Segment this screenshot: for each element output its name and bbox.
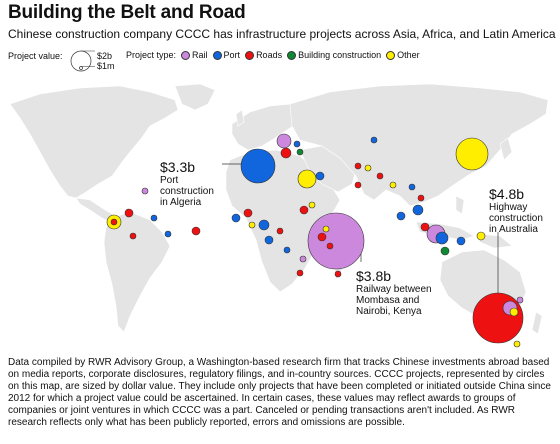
building-swatch-icon [287, 50, 297, 60]
algeria-callout-amount: $3.3b [160, 159, 196, 175]
bubble-pakistan-roads [376, 172, 384, 180]
asia-land [289, 83, 549, 207]
port-swatch-icon [212, 50, 222, 60]
bubble-vietnam-port [412, 204, 424, 216]
algeria-callout-desc: Port construction in Algeria [160, 175, 214, 208]
kenya-callout-desc: Railway between Mombasa and Nairobi, Ken… [356, 284, 432, 317]
type-legend-building: Building construction [287, 50, 381, 60]
japan-land [499, 137, 513, 161]
new-zealand-land [531, 311, 543, 335]
size-legend-small: $1m [97, 61, 115, 71]
bubble-southern-africa-rail [299, 255, 307, 263]
bubble-west-africa-port-2 [258, 219, 270, 231]
rail-swatch-icon [181, 50, 191, 60]
bubble-russia-other [455, 137, 489, 171]
bubble-south-africa-roads [296, 269, 304, 277]
bubble-png-other [476, 231, 486, 241]
bubble-brazil-roads [191, 226, 201, 236]
type-legend-port-label: Port [223, 50, 241, 60]
bubble-madagascar-roads [334, 270, 342, 278]
bubble-west-africa-roads-1 [243, 208, 253, 218]
bubble-australia-rail-2 [516, 296, 524, 304]
algeria-callout: $3.3b Port construction in Algeria [160, 159, 214, 208]
bubble-nz-other [513, 340, 521, 348]
bubble-australia-roads [472, 292, 524, 344]
bubble-europe-rail [276, 133, 292, 149]
bubble-central-asia-roads [354, 162, 362, 170]
indonesia-land [415, 221, 475, 241]
bubble-algeria-port [240, 148, 276, 184]
roads-swatch-icon [245, 50, 255, 60]
bubble-europe-building [296, 148, 304, 156]
uk-land [235, 109, 245, 127]
philippines-land [455, 195, 465, 215]
europe-land [231, 103, 301, 151]
type-legend-port: Port [212, 50, 241, 60]
bubble-myanmar-roads [417, 194, 425, 202]
bubble-europe-port [293, 140, 301, 148]
bubble-venezuela-port [150, 214, 158, 222]
bubble-central-america-roads [124, 208, 134, 218]
bubble-central-africa-roads [276, 227, 284, 235]
chart-title: Building the Belt and Road [8, 2, 246, 23]
project-bubbles [106, 133, 524, 348]
chart-subtitle: Chinese construction company CCCC has in… [8, 27, 556, 41]
bubble-west-africa-port-3 [264, 235, 274, 245]
type-legend-rail: Rail [181, 50, 208, 60]
bubble-red-sea-port [315, 171, 325, 181]
other-swatch-icon [386, 50, 396, 60]
type-legend-other-label: Other [397, 50, 420, 60]
bubble-kazakh-roads [354, 181, 362, 189]
bubble-caribbean-roads [110, 218, 118, 226]
australia-callout-amount: $4.8b [489, 186, 525, 202]
world-map [9, 83, 549, 348]
bubble-sri-lanka-port [396, 211, 406, 221]
greenland-land [174, 83, 216, 111]
land-masses [9, 83, 549, 335]
bubble-europe-roads [280, 147, 292, 159]
bubble-russia-port [370, 136, 378, 144]
bubble-malaysia-roads [420, 222, 430, 232]
bubble-kenya-rail [307, 212, 365, 270]
bubble-philippines-port [456, 236, 466, 246]
bubble-indonesia-port [435, 231, 449, 245]
type-legend-other: Other [386, 50, 420, 60]
bubble-central-asia-other [364, 164, 372, 172]
footnote: Data compiled by RWR Advisory Group, a W… [8, 357, 551, 428]
size-legend-label: Project value: [8, 51, 63, 61]
bubble-angola-port [283, 246, 291, 254]
type-legend-building-label: Building construction [298, 50, 382, 60]
north-america-land [9, 85, 179, 199]
bubble-kenya-roads-2 [326, 242, 334, 250]
bubble-west-africa-other [248, 221, 256, 229]
bubble-kenya-roads-1 [317, 232, 327, 242]
type-legend-rail-label: Rail [192, 50, 208, 60]
type-legend-roads: Roads [245, 50, 282, 60]
size-legend-circles-icon [70, 50, 95, 72]
kenya-callout: $3.8b Railway between Mombasa and Nairob… [356, 268, 432, 317]
australia-callout: $4.8b Highway construction in Australia [489, 186, 543, 235]
size-legend-large: $2b [97, 51, 113, 61]
bubble-kenya-other [322, 225, 330, 233]
bubble-india-other [389, 181, 397, 189]
bubble-caribbean-rail [141, 187, 149, 195]
bubble-brazil-port [164, 230, 172, 238]
south-america-land [103, 211, 171, 333]
kenya-callout-amount: $3.8b [356, 268, 392, 284]
bubble-east-africa-other [297, 169, 317, 189]
bubble-indonesia-building [440, 246, 450, 256]
australia-callout-desc: Highway construction in Australia [489, 202, 543, 235]
bubble-bangladesh-port [408, 183, 416, 191]
type-legend-label: Project type: [126, 50, 177, 60]
bubble-tanzania-other [308, 201, 316, 209]
bubble-west-africa-port-1 [231, 213, 241, 223]
bubble-colombia-roads [129, 232, 137, 240]
bubble-tanzania-roads [299, 205, 309, 215]
type-legend-roads-label: Roads [256, 50, 283, 60]
type-legend: Project type: Rail Port Roads Building c… [126, 50, 420, 60]
bubble-australia-other [509, 307, 519, 317]
